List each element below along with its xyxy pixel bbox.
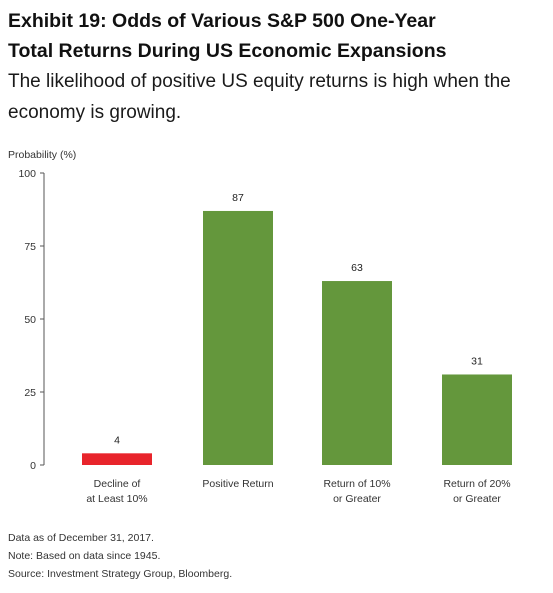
- x-category-label: at Least 10%: [86, 493, 147, 505]
- note-basis: Note: Based on data since 1945.: [8, 550, 161, 562]
- y-tick-label: 75: [24, 241, 36, 253]
- x-category-label: Decline of: [94, 478, 141, 490]
- bar: [442, 374, 512, 465]
- y-tick-label: 0: [30, 460, 36, 472]
- y-tick-label: 50: [24, 314, 36, 326]
- bar: [203, 210, 273, 465]
- title-line-2: Total Returns During US Economic Expansi…: [8, 40, 447, 62]
- bar-value-label: 87: [232, 192, 244, 204]
- x-category-label: Return of 20%: [443, 478, 510, 490]
- bar: [322, 281, 392, 465]
- x-category-label: or Greater: [453, 493, 501, 505]
- bar-value-label: 4: [114, 434, 120, 446]
- bar-chart: Probability (%) 0 25 50 75 100 4 Decline of at L…: [8, 149, 512, 505]
- x-category-label: Return of 10%: [323, 478, 390, 490]
- subtitle-line-2: economy is growing.: [8, 102, 182, 123]
- y-tick-label: 25: [24, 387, 36, 399]
- chart-title: Exhibit 19: Odds of Various S&P 500 One-…: [8, 6, 548, 66]
- bar: [82, 453, 152, 465]
- x-category-label: or Greater: [333, 493, 381, 505]
- y-tick-label: 100: [18, 168, 36, 180]
- title-line-1: Exhibit 19: Odds of Various S&P 500 One-…: [8, 10, 436, 32]
- bar-value-label: 63: [351, 262, 363, 274]
- bar-value-label: 31: [471, 355, 483, 367]
- note-source: Source: Investment Strategy Group, Bloom…: [8, 568, 233, 580]
- chart-notes: Data as of December 31, 2017. Note: Base…: [8, 529, 548, 583]
- chart-subtitle: The likelihood of positive US equity ret…: [8, 66, 548, 128]
- note-data-date: Data as of December 31, 2017.: [8, 532, 154, 544]
- x-category-label: Positive Return: [202, 478, 273, 490]
- y-axis-label: Probability (%): [8, 149, 76, 161]
- subtitle-line-1: The likelihood of positive US equity ret…: [8, 71, 511, 92]
